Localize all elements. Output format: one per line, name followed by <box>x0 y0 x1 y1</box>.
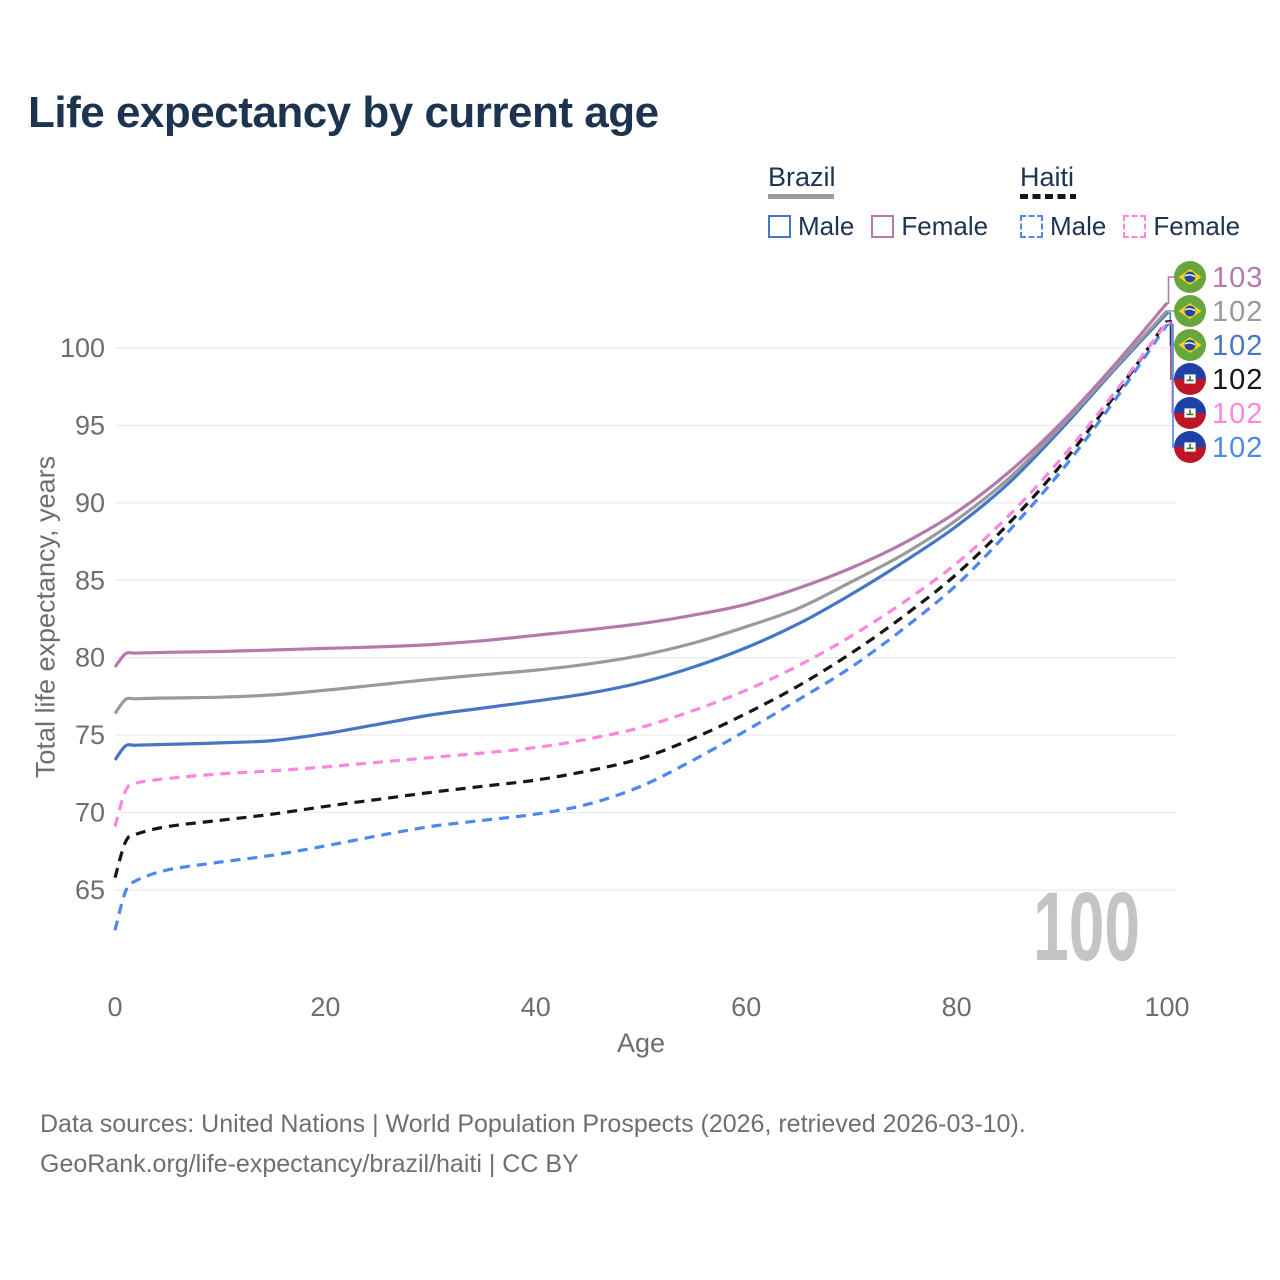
series-line-brazil-both <box>113 309 1169 715</box>
brazil-male-swatch-icon <box>768 215 791 238</box>
legend-item-brazil-male-label: Male <box>798 211 855 241</box>
legend-item-haiti-male[interactable]: Male <box>1020 211 1106 242</box>
data-source-line: Data sources: United Nations | World Pop… <box>40 1110 1026 1138</box>
legend-group-haiti: Haiti Male Female <box>1020 163 1240 242</box>
brazil-solid-line-sample <box>768 194 834 199</box>
brazil-flag-icon <box>1173 260 1207 294</box>
y-tick-label-95: 95 <box>75 410 105 440</box>
x-axis-title: Age <box>616 1028 666 1058</box>
legend-item-haiti-female[interactable]: Female <box>1123 211 1240 242</box>
haiti-dashed-line-sample <box>1020 194 1076 199</box>
end-value-brazil-male: 102 <box>1212 330 1263 362</box>
haiti-flag-icon <box>1174 431 1206 463</box>
y-tick-label-90: 90 <box>75 488 105 518</box>
chart-legend: Brazil Male Female Haiti <box>0 163 1280 243</box>
legend-item-haiti-male-label: Male <box>1050 211 1107 241</box>
gridlines <box>115 347 1176 891</box>
haiti-female-swatch-icon <box>1123 215 1147 238</box>
y-tick-label-75: 75 <box>75 720 105 750</box>
legend-item-brazil-female-label: Female <box>901 211 989 241</box>
y-axis-tick-labels: 65 70 75 80 85 90 95 100 <box>60 333 105 905</box>
legend-item-brazil-male[interactable]: Male <box>768 211 854 242</box>
series-line-haiti-male <box>113 323 1169 931</box>
brazil-flag-icon <box>1173 328 1207 362</box>
brazil-flag-icon <box>1173 294 1207 328</box>
end-value-brazil-both: 102 <box>1212 296 1263 328</box>
x-tick-label-20: 20 <box>310 992 340 1022</box>
legend-header-brazil: Brazil <box>768 163 988 199</box>
label-connector-haiti-male <box>1167 324 1174 448</box>
legend-header-brazil-label: Brazil <box>768 162 836 192</box>
haiti-flag-icon <box>1174 363 1206 395</box>
legend-group-brazil: Brazil Male Female <box>768 163 988 242</box>
end-value-haiti-both: 102 <box>1212 364 1263 396</box>
haiti-flag-icon <box>1174 397 1206 429</box>
haiti-male-swatch-icon <box>1020 215 1043 238</box>
legend-item-brazil-female[interactable]: Female <box>871 211 988 242</box>
legend-header-haiti-label: Haiti <box>1020 162 1075 192</box>
series-line-haiti-female <box>113 321 1169 827</box>
y-axis-title: Total life expectancy, years <box>30 455 61 779</box>
y-tick-label-80: 80 <box>75 643 105 673</box>
legend-item-haiti-female-label: Female <box>1153 211 1241 241</box>
end-value-brazil-female: 103 <box>1212 262 1263 294</box>
x-axis-tick-labels: 0 20 40 60 80 100 <box>107 992 1189 1022</box>
x-tick-label-0: 0 <box>107 992 122 1022</box>
series-line-brazil-male <box>113 312 1169 761</box>
x-tick-label-100: 100 <box>1144 992 1189 1022</box>
attribution-line: GeoRank.org/life-expectancy/brazil/haiti… <box>40 1150 579 1178</box>
x-tick-label-40: 40 <box>521 992 551 1022</box>
y-tick-label-100: 100 <box>60 333 105 363</box>
page-title: Life expectancy by current age <box>28 88 659 137</box>
y-tick-label-85: 85 <box>75 565 105 595</box>
y-tick-label-65: 65 <box>75 875 105 905</box>
series-line-brazil-female <box>113 302 1169 669</box>
end-value-haiti-male: 102 <box>1212 432 1263 464</box>
label-connector-brazil-female <box>1167 276 1174 304</box>
y-tick-label-70: 70 <box>75 798 105 828</box>
x-tick-label-80: 80 <box>942 992 972 1022</box>
series-lines <box>113 302 1169 931</box>
legend-items-brazil: Male Female <box>768 211 988 242</box>
age-counter-watermark: 100 <box>1033 872 1140 981</box>
x-tick-label-60: 60 <box>731 992 761 1022</box>
legend-items-haiti: Male Female <box>1020 211 1240 242</box>
end-value-haiti-female: 102 <box>1212 398 1263 430</box>
brazil-female-swatch-icon <box>871 215 895 238</box>
series-line-haiti-both <box>113 319 1169 879</box>
legend-header-haiti: Haiti <box>1020 163 1240 199</box>
